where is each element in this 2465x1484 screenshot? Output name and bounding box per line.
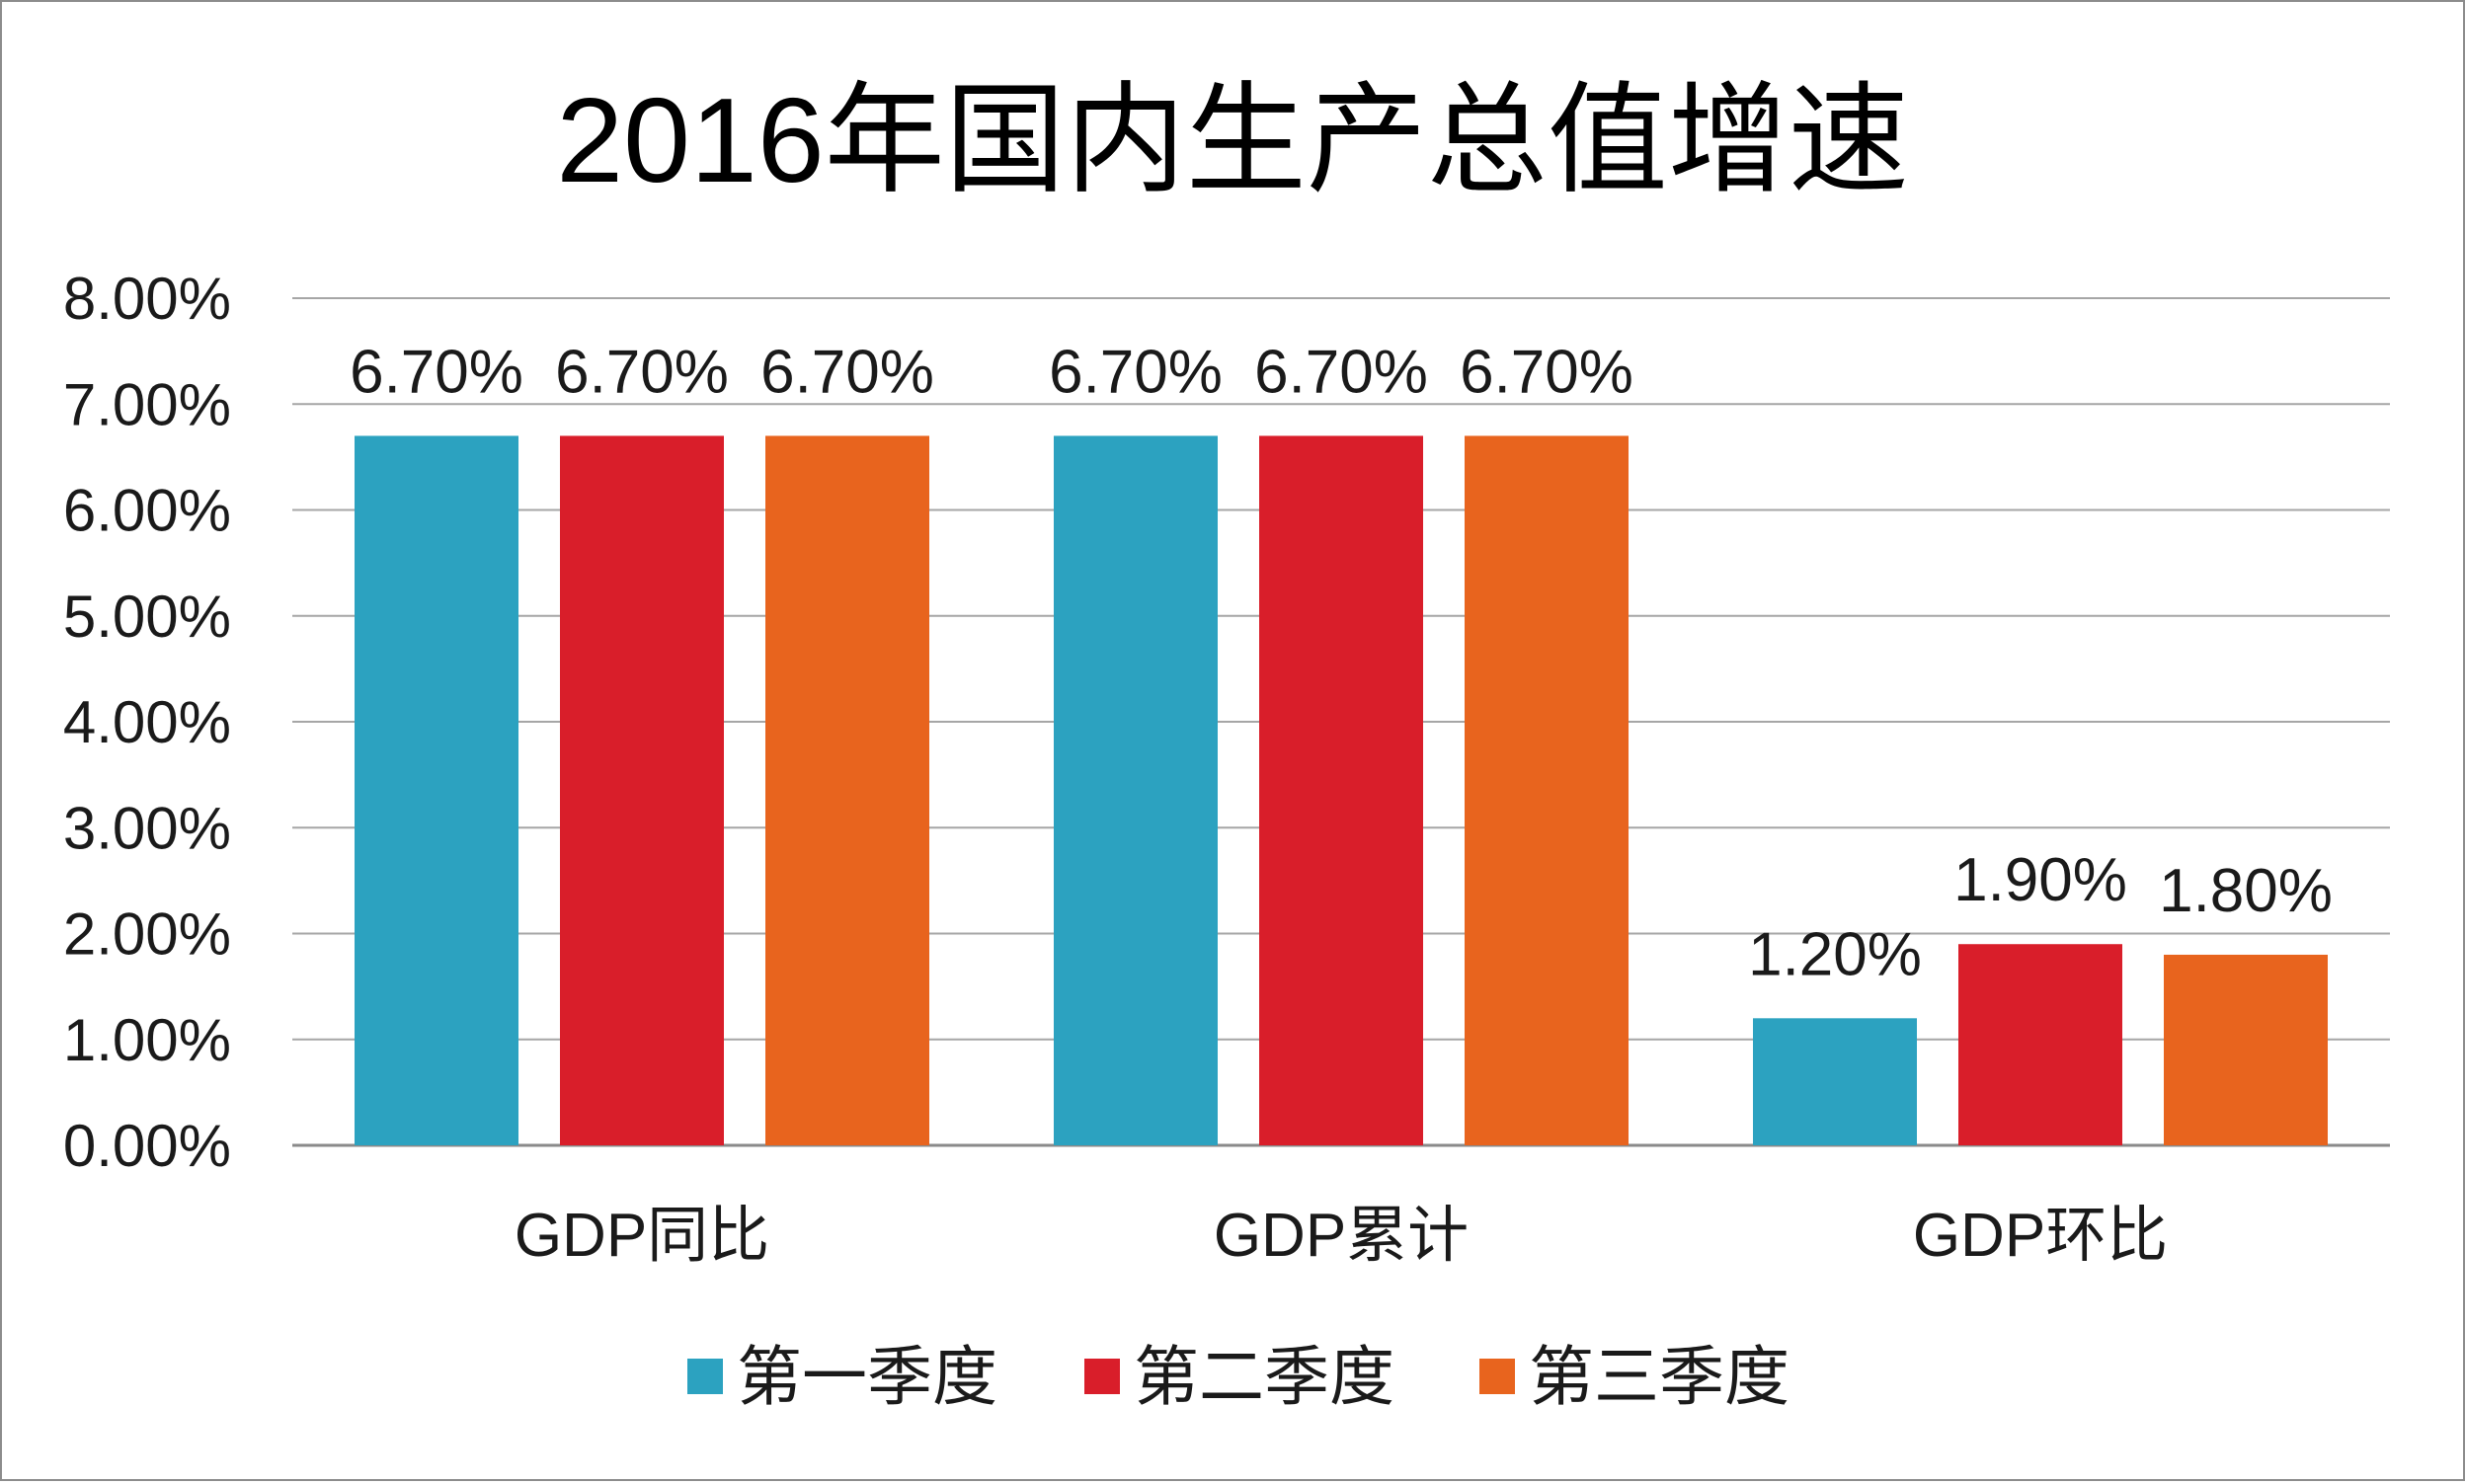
x-axis-categories: GDP同比 GDP累计 GDP环比 (515, 1202, 2168, 1270)
y-tick-label: 5.00% (63, 584, 231, 650)
data-label: 1.20% (1748, 920, 1922, 988)
legend-swatch (1084, 1359, 1120, 1394)
bar-2-2 (1259, 435, 1423, 1145)
bar-2-1 (560, 435, 724, 1145)
y-tick-label: 2.00% (63, 901, 231, 968)
category-label: GDP累计 (1214, 1202, 1469, 1270)
legend-item: 第三季度 (1479, 1340, 1789, 1413)
category-label: GDP环比 (1913, 1202, 2168, 1270)
data-label: 6.70% (1460, 338, 1633, 406)
y-tick-label: 1.00% (63, 1007, 231, 1073)
bar-3-2 (1465, 435, 1629, 1145)
y-axis-ticks: 0.00% 1.00% 2.00% 3.00% 4.00% 5.00% 6.00% 7.00%… (63, 266, 231, 1179)
y-tick-label: 4.00% (63, 689, 231, 755)
bar-1-1 (355, 435, 518, 1145)
data-label: 6.70% (555, 338, 729, 406)
legend: 第一季度 第二季度 第三季度 (687, 1340, 1789, 1413)
category-label: GDP同比 (515, 1202, 769, 1270)
data-label: 1.90% (1953, 846, 2127, 914)
data-label: 6.70% (350, 338, 523, 406)
legend-label: 第三季度 (1529, 1340, 1789, 1413)
y-tick-label: 7.00% (63, 371, 231, 437)
y-tick-label: 6.00% (63, 478, 231, 544)
y-tick-label: 8.00% (63, 266, 231, 332)
y-tick-label: 3.00% (63, 795, 231, 861)
bar-3-1 (765, 435, 929, 1145)
bar-1-3 (1753, 1018, 1917, 1145)
bars (355, 435, 2328, 1145)
data-label: 1.80% (2159, 857, 2333, 925)
legend-label: 第一季度 (737, 1340, 997, 1413)
legend-item: 第二季度 (1084, 1340, 1394, 1413)
data-label: 6.70% (760, 338, 934, 406)
data-label: 6.70% (1254, 338, 1428, 406)
data-label: 6.70% (1049, 338, 1223, 406)
legend-swatch (687, 1359, 723, 1394)
legend-swatch (1479, 1359, 1515, 1394)
legend-label: 第二季度 (1134, 1340, 1394, 1413)
legend-item: 第一季度 (687, 1340, 997, 1413)
bar-3-3 (2164, 954, 2328, 1145)
y-tick-label: 0.00% (63, 1113, 231, 1179)
data-labels: 6.70% 6.70% 6.70% 6.70% 6.70% 6.70% 1.20% 1.90%… (350, 338, 2333, 988)
bar-2-3 (1958, 944, 2122, 1145)
bar-1-2 (1054, 435, 1218, 1145)
chart-title: 2016年国内生产总值增速 (556, 73, 1908, 207)
